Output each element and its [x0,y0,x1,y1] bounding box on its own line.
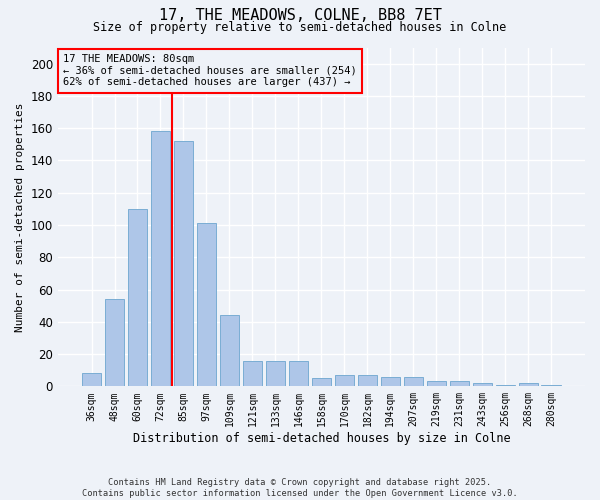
Bar [289,360,308,386]
Bar [404,376,423,386]
Text: 17 THE MEADOWS: 80sqm
← 36% of semi-detached houses are smaller (254)
62% of sem: 17 THE MEADOWS: 80sqm ← 36% of semi-deta… [63,54,357,88]
Bar [266,360,285,386]
Bar [311,378,331,386]
Bar [82,374,101,386]
Bar [197,224,216,386]
Text: 17, THE MEADOWS, COLNE, BB8 7ET: 17, THE MEADOWS, COLNE, BB8 7ET [158,8,442,22]
Bar [473,383,492,386]
Y-axis label: Number of semi-detached properties: Number of semi-detached properties [15,102,25,332]
Bar [358,375,377,386]
Bar [242,360,262,386]
Text: Size of property relative to semi-detached houses in Colne: Size of property relative to semi-detach… [94,21,506,34]
Bar [151,132,170,386]
Bar [335,375,354,386]
Bar [220,316,239,386]
Bar [380,376,400,386]
Bar [128,209,147,386]
Bar [518,383,538,386]
Bar [105,299,124,386]
Bar [541,384,561,386]
Bar [496,384,515,386]
Bar [427,382,446,386]
Bar [174,141,193,386]
Bar [449,382,469,386]
Text: Contains HM Land Registry data © Crown copyright and database right 2025.
Contai: Contains HM Land Registry data © Crown c… [82,478,518,498]
X-axis label: Distribution of semi-detached houses by size in Colne: Distribution of semi-detached houses by … [133,432,510,445]
